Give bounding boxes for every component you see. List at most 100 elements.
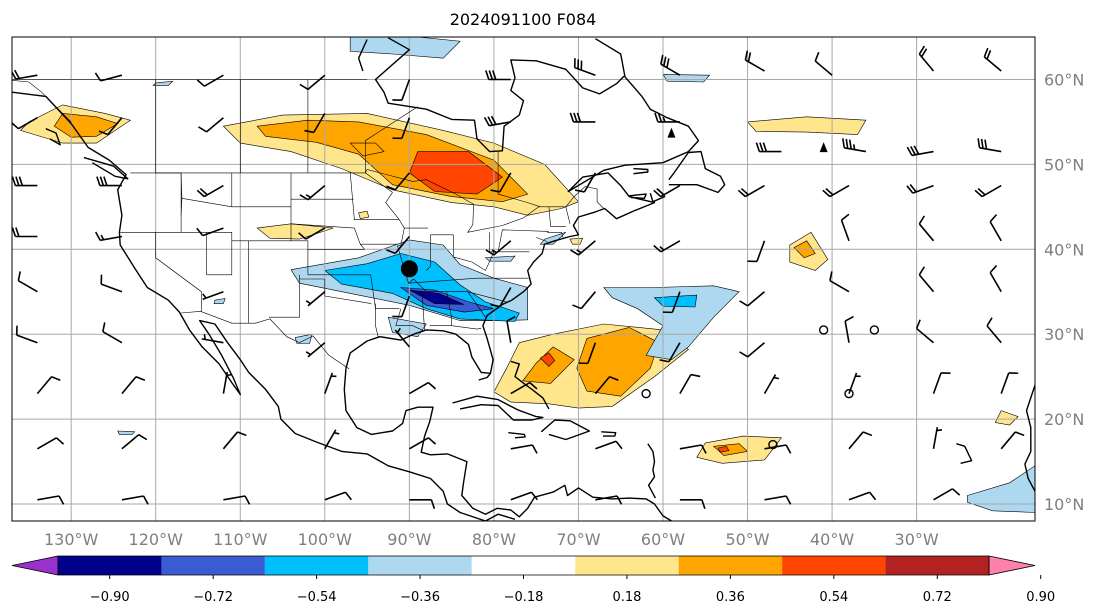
longitude-tick-label: 100°W — [298, 530, 353, 549]
wind-barb — [299, 184, 326, 201]
border-layer — [12, 79, 605, 370]
barb-staff — [932, 426, 939, 449]
barb-flag — [570, 249, 579, 256]
barb-staff — [203, 184, 224, 198]
wind-barb — [977, 138, 1002, 153]
coastline — [956, 443, 973, 464]
barb-flag — [103, 176, 108, 186]
contour-region — [409, 289, 465, 305]
political-border — [375, 303, 379, 337]
colorbar-segment — [161, 556, 265, 575]
barb-flag — [13, 69, 20, 79]
barb-staff — [848, 431, 864, 450]
coastline — [601, 431, 617, 437]
barb-flag — [392, 99, 402, 101]
colorbar-segment — [264, 556, 369, 575]
wind-barb — [986, 317, 1002, 344]
barb-flag — [906, 146, 913, 156]
barb-half-flag — [852, 144, 856, 150]
barb-flag — [490, 303, 500, 308]
barb-flag — [102, 322, 106, 332]
political-border — [497, 151, 541, 208]
barb-staff — [745, 59, 765, 72]
barb-staff — [100, 283, 123, 293]
calm-wind-circle — [869, 325, 880, 335]
barb-half-flag — [305, 351, 312, 356]
barb-staff — [983, 56, 1002, 72]
wind-barb — [196, 74, 224, 87]
barb-flag — [95, 231, 101, 241]
barb-staff — [979, 146, 1002, 153]
wind-barb — [305, 342, 326, 358]
barb-flag — [762, 142, 768, 152]
barb-flag — [18, 176, 24, 186]
barb-flag — [12, 176, 17, 186]
barb-half-flag — [333, 431, 340, 435]
barb-flag — [755, 142, 761, 152]
barb-flag — [135, 376, 146, 381]
barb-flag — [485, 70, 490, 80]
barb-staff — [814, 60, 833, 76]
barb-staff — [595, 440, 617, 450]
barb-staff — [932, 372, 942, 394]
barb-half-flag — [576, 249, 582, 254]
colorbar-segment — [885, 556, 989, 575]
latitude-tick-label: 30°N — [1044, 325, 1084, 344]
political-border — [397, 219, 414, 284]
longitude-tick-label: 30°W — [895, 530, 939, 549]
political-border — [120, 232, 233, 276]
wind-barb — [392, 117, 411, 140]
wind-barb — [654, 112, 680, 123]
barb-half-flag — [773, 376, 780, 380]
wind-barb — [202, 290, 224, 300]
barb-staff — [840, 219, 850, 242]
barb-flag — [910, 146, 916, 156]
political-border — [324, 279, 372, 304]
wind-barb — [918, 215, 935, 242]
wind-barb — [510, 444, 538, 454]
coastline — [629, 193, 647, 199]
colorbar-segment — [678, 556, 783, 575]
wind-barb — [659, 342, 681, 363]
wind-barb — [848, 491, 877, 501]
wind-barb — [324, 372, 337, 394]
barb-flag — [740, 187, 750, 196]
barb-half-flag — [203, 334, 206, 340]
barb-flag — [747, 260, 757, 263]
barb-staff — [911, 150, 934, 157]
political-border — [385, 192, 400, 220]
barb-staff — [121, 434, 140, 450]
gridline-layer — [12, 37, 1035, 521]
barb-flag — [430, 499, 436, 510]
longitude-tick-label: 60°W — [641, 530, 685, 549]
barb-flag — [100, 274, 103, 285]
barb-staff — [764, 495, 787, 501]
contour-region — [539, 352, 556, 367]
political-border — [451, 325, 482, 330]
barb-staff — [36, 376, 53, 395]
barb-staff — [679, 444, 702, 450]
barb-staff — [401, 295, 411, 317]
barb-flag — [977, 138, 981, 148]
barb-staff — [747, 342, 766, 358]
wind-barb — [392, 79, 411, 101]
political-border — [365, 106, 418, 173]
wind-barb — [764, 444, 792, 454]
barb-staff — [493, 240, 512, 256]
wind-barb — [574, 172, 597, 193]
barb-flag — [869, 491, 877, 501]
map-layers — [12, 37, 1035, 521]
barb-flag — [1015, 431, 1025, 437]
barb-flag — [17, 271, 22, 281]
barb-flag — [659, 359, 670, 363]
wind-barb — [915, 319, 935, 344]
barb-staff — [510, 381, 531, 395]
barb-pennant — [667, 127, 676, 138]
barb-staff — [933, 488, 953, 501]
barb-staff — [100, 74, 123, 82]
coastline — [633, 167, 649, 175]
political-border — [290, 172, 309, 275]
barb-staff — [324, 491, 346, 501]
political-border — [548, 206, 566, 227]
